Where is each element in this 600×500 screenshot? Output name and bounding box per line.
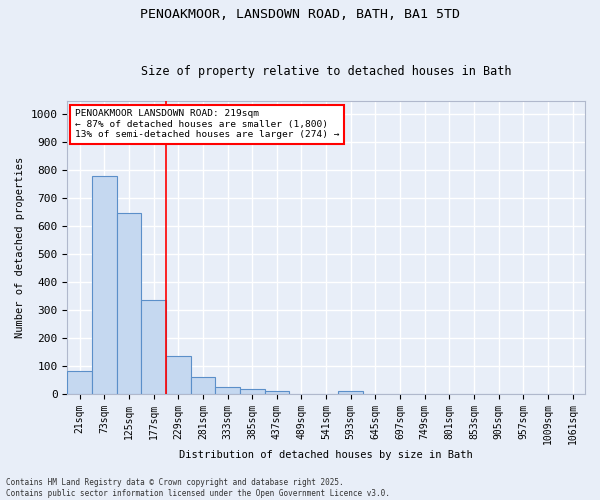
Bar (116, 212, 141, 394)
Bar (92, 176, 116, 394)
Bar (141, 300, 166, 394)
X-axis label: Distribution of detached houses by size in Bath: Distribution of detached houses by size … (179, 450, 473, 460)
Bar (265, 391, 289, 394)
Text: Contains HM Land Registry data © Crown copyright and database right 2025.
Contai: Contains HM Land Registry data © Crown c… (6, 478, 390, 498)
Bar (191, 378, 215, 394)
Bar (166, 356, 191, 394)
Bar (240, 389, 265, 394)
Y-axis label: Number of detached properties: Number of detached properties (15, 156, 25, 338)
Text: PENOAKMOOR LANSDOWN ROAD: 219sqm
← 87% of detached houses are smaller (1,800)
13: PENOAKMOOR LANSDOWN ROAD: 219sqm ← 87% o… (75, 110, 340, 139)
Title: Size of property relative to detached houses in Bath: Size of property relative to detached ho… (141, 66, 511, 78)
Bar (67, 370, 92, 394)
Text: PENOAKMOOR, LANSDOWN ROAD, BATH, BA1 5TD: PENOAKMOOR, LANSDOWN ROAD, BATH, BA1 5TD (140, 8, 460, 20)
Bar (215, 388, 240, 394)
Bar (338, 391, 363, 394)
